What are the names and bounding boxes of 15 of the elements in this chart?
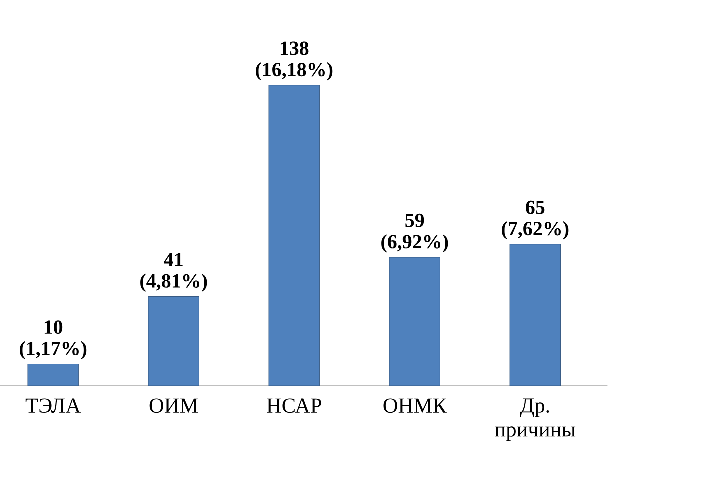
x-tick-label: ОИМ — [150, 398, 198, 414]
bar — [268, 85, 320, 386]
bar — [510, 244, 561, 386]
data-label: 59 (6,92%) — [382, 214, 448, 253]
x-tick-label: НСАР — [267, 398, 322, 414]
x-tick-label: ТЭЛА — [26, 398, 81, 414]
data-label: 10 (1,17%) — [20, 320, 87, 360]
x-tick-label: Др. причины — [495, 398, 576, 442]
bar — [389, 257, 440, 386]
bar — [28, 364, 79, 386]
data-label: 138 (16,18%) — [256, 42, 333, 81]
bar — [148, 296, 200, 386]
x-tick-label: ОНМК — [384, 398, 447, 414]
data-label: 65 (7,62%) — [502, 200, 569, 240]
data-label: 41 (4,81%) — [140, 253, 208, 292]
